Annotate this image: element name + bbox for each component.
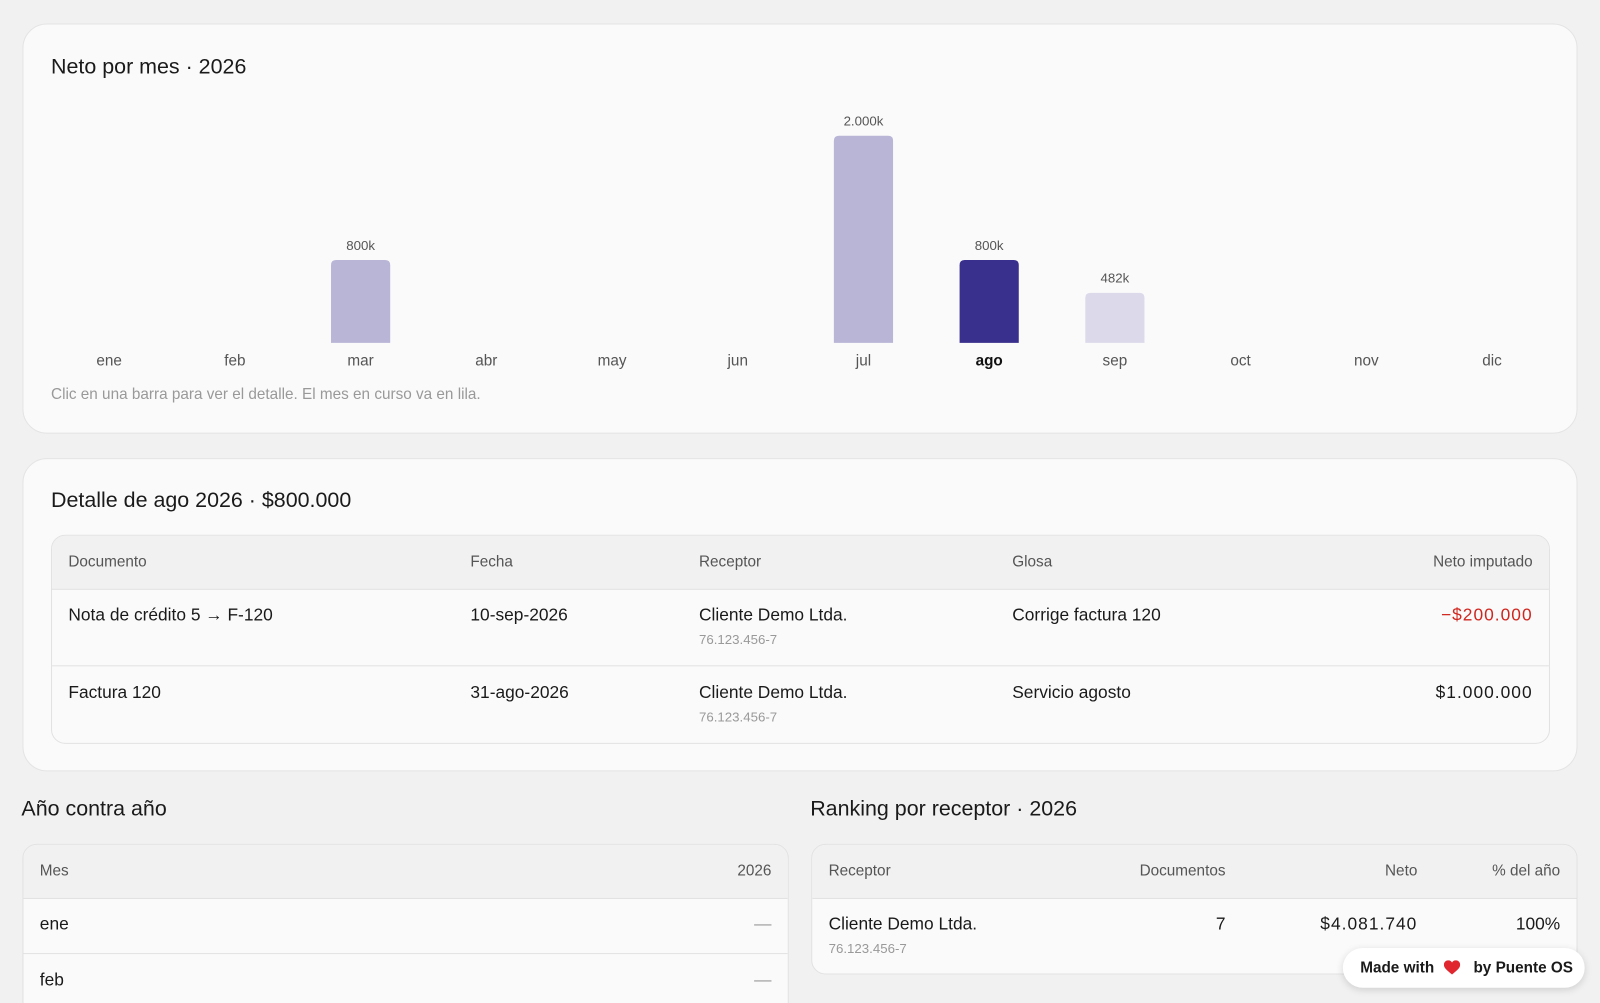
x-tick-label: dic bbox=[1482, 352, 1502, 369]
x-tick-label: mar bbox=[347, 352, 373, 369]
bar[interactable] bbox=[959, 259, 1019, 343]
heart-icon bbox=[1443, 960, 1461, 975]
table-row[interactable]: Factura 120 31-ago-2026 Cliente Demo Ltd… bbox=[52, 666, 1549, 743]
bar[interactable] bbox=[1085, 292, 1145, 343]
header-cell: Mes bbox=[39, 862, 69, 880]
x-tick-label: jun bbox=[727, 352, 748, 369]
header-cell: Receptor bbox=[828, 862, 891, 880]
header-cell: Fecha bbox=[470, 553, 513, 571]
cell: Cliente Demo Ltda. bbox=[828, 914, 978, 934]
header-cell: Neto bbox=[1385, 862, 1418, 880]
detail-table: Documento Fecha Receptor Glosa Neto impu… bbox=[51, 534, 1550, 744]
chart-note: Clic en una barra para ver el detalle. E… bbox=[51, 385, 481, 404]
x-tick-label: jul bbox=[855, 352, 871, 369]
amount: $1.000.000 bbox=[1435, 682, 1533, 703]
x-tick-label: nov bbox=[1354, 352, 1379, 369]
cell: 31-ago-2026 bbox=[470, 682, 569, 703]
table-header: Documento Fecha Receptor Glosa Neto impu… bbox=[52, 535, 1549, 590]
made-with-badge[interactable]: Made with by Puente OS bbox=[1342, 947, 1585, 988]
rut: 76.123.456-7 bbox=[698, 709, 778, 725]
header-cell: 2026 bbox=[737, 862, 772, 880]
chart-title: Neto por mes · 2026 bbox=[51, 55, 247, 79]
table-row: ene — bbox=[23, 898, 788, 955]
cell: Cliente Demo Ltda. bbox=[698, 605, 848, 625]
cell: $4.081.740 bbox=[1320, 914, 1418, 934]
cell: 10-sep-2026 bbox=[470, 605, 568, 625]
cell: Cliente Demo Ltda. bbox=[698, 682, 848, 703]
amount: −$200.000 bbox=[1440, 605, 1533, 625]
header-cell: % del año bbox=[1492, 862, 1561, 880]
rut: 76.123.456-7 bbox=[698, 631, 778, 647]
value-label: 800k bbox=[346, 238, 375, 253]
header-cell: Receptor bbox=[698, 553, 762, 571]
cell: Factura 120 bbox=[68, 682, 161, 703]
cell: — bbox=[754, 970, 772, 990]
x-tick-label: may bbox=[598, 352, 627, 369]
yoy-table: Mes 2026 ene — feb — bbox=[22, 843, 789, 1003]
x-tick-label: ene bbox=[96, 352, 122, 369]
rut: 76.123.456-7 bbox=[828, 940, 907, 957]
value-label: 800k bbox=[975, 238, 1004, 253]
bar[interactable] bbox=[833, 135, 894, 343]
x-tick-label: oct bbox=[1230, 352, 1251, 369]
table-row: Cliente Demo Ltda. 76.123.456-7 7 $4.081… bbox=[812, 898, 1576, 974]
yoy-title: Año contra año bbox=[21, 796, 167, 821]
bar-chart: ene feb mar 800k abr may jun jul 2.000k ago 800k se… bbox=[96, 114, 1502, 370]
value-label: 482k bbox=[1101, 271, 1130, 286]
table-header: Mes 2026 bbox=[23, 844, 788, 899]
header-cell: Documentos bbox=[1139, 862, 1226, 880]
badge-text: by Puente OS bbox=[1473, 959, 1573, 977]
detail-card: Detalle de ago 2026 · $800.000 Documento… bbox=[22, 458, 1578, 772]
header-cell: Glosa bbox=[1012, 553, 1053, 571]
cell: Corrige factura 120 bbox=[1012, 605, 1161, 625]
ranking-title: Ranking por receptor · 2026 bbox=[810, 796, 1078, 821]
detail-title: Detalle de ago 2026 · $800.000 bbox=[51, 488, 352, 513]
table-row: feb — bbox=[23, 954, 787, 1003]
value-label: 2.000k bbox=[844, 114, 884, 129]
cell: 100% bbox=[1515, 914, 1561, 934]
x-tick-label: sep bbox=[1103, 352, 1128, 369]
cell: — bbox=[754, 914, 772, 934]
table-header: Receptor Documentos Neto % del año bbox=[812, 844, 1577, 899]
badge-text: Made with bbox=[1360, 959, 1435, 977]
cell: Nota de crédito 5 → F-120 bbox=[68, 605, 273, 625]
cell: Servicio agosto bbox=[1012, 682, 1131, 703]
cell: ene bbox=[39, 914, 69, 934]
x-tick-label: feb bbox=[224, 352, 245, 369]
x-tick-label: abr bbox=[475, 352, 497, 369]
table-row[interactable]: Nota de crédito 5 → F-120 10-sep-2026 Cl… bbox=[52, 589, 1549, 667]
bar[interactable] bbox=[331, 259, 391, 343]
header-cell: Neto imputado bbox=[1433, 553, 1533, 571]
cell: feb bbox=[39, 970, 64, 990]
header-cell: Documento bbox=[68, 553, 147, 571]
x-tick-label: ago bbox=[976, 352, 1003, 369]
cell: 7 bbox=[1215, 914, 1226, 934]
chart-card: Neto por mes · 2026 ene feb mar 800k abr may j… bbox=[22, 23, 1578, 434]
